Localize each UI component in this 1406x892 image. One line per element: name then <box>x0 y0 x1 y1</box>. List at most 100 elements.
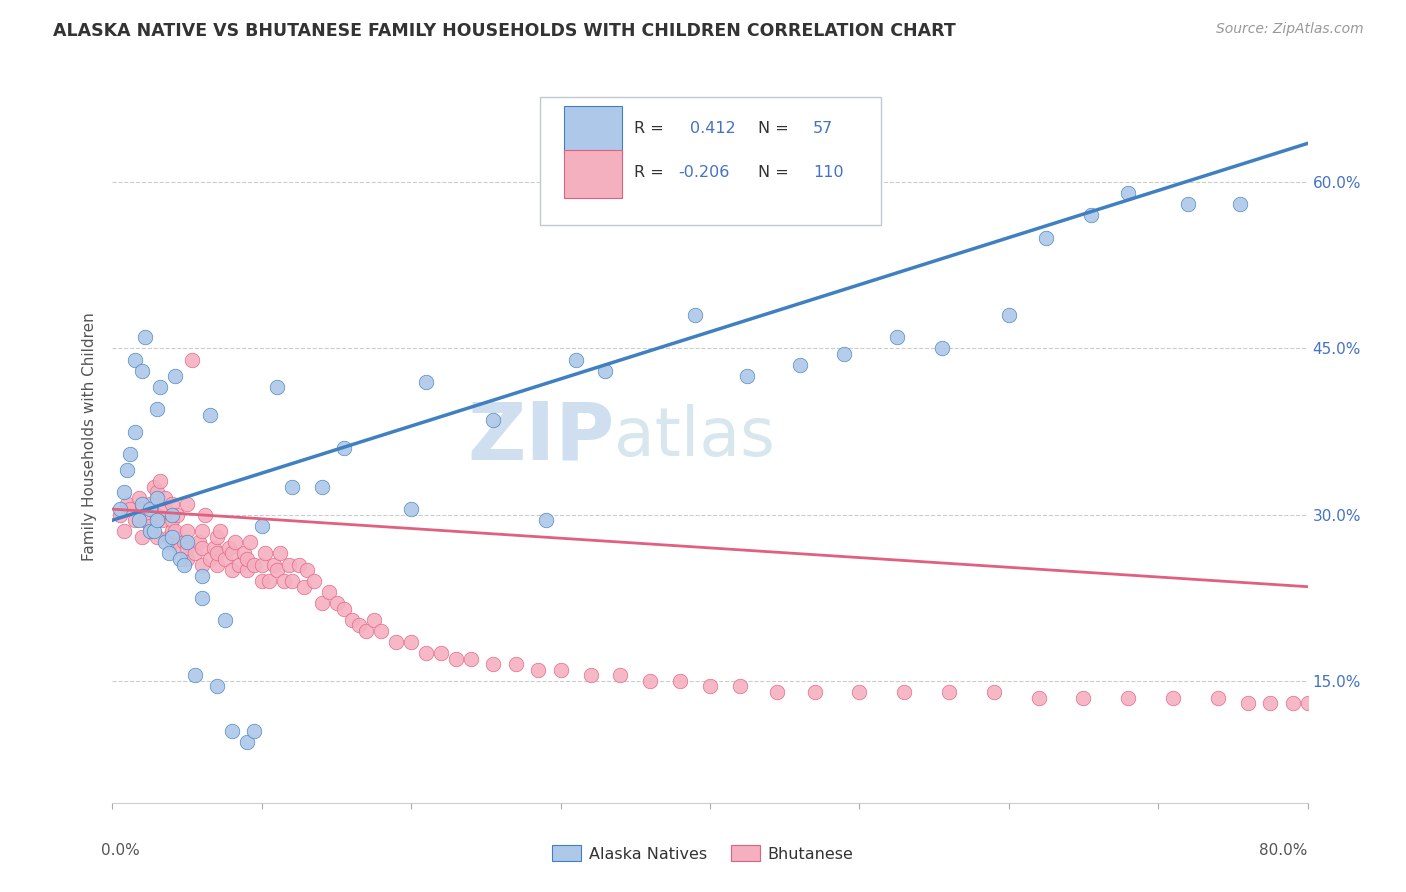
Point <box>288 558 311 572</box>
Point <box>236 735 259 749</box>
Point <box>114 485 135 500</box>
Point <box>356 624 378 638</box>
Point <box>143 524 166 539</box>
Point <box>198 408 221 422</box>
Point <box>1229 197 1251 211</box>
Point <box>162 497 183 511</box>
Point <box>139 518 162 533</box>
Point <box>931 342 953 356</box>
Point <box>169 541 191 555</box>
Point <box>281 480 304 494</box>
Point <box>333 441 356 455</box>
Point <box>198 552 221 566</box>
Point <box>311 480 333 494</box>
Point <box>143 480 166 494</box>
Point <box>385 635 408 649</box>
Point <box>699 680 721 694</box>
Point <box>253 546 276 560</box>
Text: 110: 110 <box>813 165 844 180</box>
Point <box>205 546 228 560</box>
Point <box>153 491 176 505</box>
Point <box>1281 696 1303 710</box>
Point <box>221 723 243 738</box>
Point <box>176 535 198 549</box>
Point <box>609 668 631 682</box>
Point <box>311 596 333 610</box>
Point <box>205 558 228 572</box>
Point <box>886 330 908 344</box>
Point <box>191 558 214 572</box>
Text: ZIP: ZIP <box>467 398 614 476</box>
Point <box>269 546 291 560</box>
Point <box>460 651 482 665</box>
Text: 57: 57 <box>813 121 834 136</box>
Point <box>173 535 195 549</box>
Point <box>728 680 751 694</box>
FancyBboxPatch shape <box>564 106 621 154</box>
Point <box>333 602 356 616</box>
Point <box>347 618 370 632</box>
Point <box>415 646 437 660</box>
Point <box>401 635 423 649</box>
FancyBboxPatch shape <box>564 151 621 198</box>
Point <box>165 524 187 539</box>
Text: 0.412: 0.412 <box>690 121 735 136</box>
Point <box>214 552 236 566</box>
Text: N =: N = <box>758 165 789 180</box>
Point <box>150 513 173 527</box>
Point <box>169 552 191 566</box>
Point <box>176 541 198 555</box>
Point <box>363 613 385 627</box>
Point <box>669 673 692 688</box>
Point <box>444 651 467 665</box>
Point <box>162 508 183 522</box>
Point <box>139 497 162 511</box>
Point <box>224 535 246 549</box>
Point <box>124 425 146 439</box>
Point <box>938 685 960 699</box>
Point <box>128 513 150 527</box>
Point <box>1258 696 1281 710</box>
Point <box>292 580 315 594</box>
Point <box>191 568 214 582</box>
Point <box>430 646 453 660</box>
Point <box>1118 690 1140 705</box>
Point <box>370 624 392 638</box>
Point <box>157 546 180 560</box>
Point <box>1177 197 1199 211</box>
Point <box>683 308 706 322</box>
Point <box>149 380 172 394</box>
Point <box>214 613 236 627</box>
Point <box>266 563 288 577</box>
Point <box>194 508 217 522</box>
Point <box>191 524 214 539</box>
Point <box>550 663 572 677</box>
Point <box>789 358 811 372</box>
Point <box>266 380 288 394</box>
Y-axis label: Family Households with Children: Family Households with Children <box>82 313 97 561</box>
Point <box>1080 209 1102 223</box>
Point <box>131 502 153 516</box>
Point <box>401 502 423 516</box>
Point <box>281 574 304 589</box>
Point <box>564 352 586 367</box>
Point <box>228 558 250 572</box>
Text: R =: R = <box>634 121 664 136</box>
Point <box>128 491 150 505</box>
Point <box>166 508 188 522</box>
Point <box>259 574 281 589</box>
Point <box>134 513 156 527</box>
Point <box>153 535 176 549</box>
Point <box>239 535 262 549</box>
Point <box>162 524 183 539</box>
Point <box>120 447 142 461</box>
Point <box>250 518 273 533</box>
Point <box>183 546 205 560</box>
Point <box>318 585 340 599</box>
Point <box>1118 186 1140 201</box>
Point <box>131 497 153 511</box>
Point <box>273 574 295 589</box>
Point <box>146 513 169 527</box>
Point <box>114 524 135 539</box>
Point <box>482 413 505 427</box>
